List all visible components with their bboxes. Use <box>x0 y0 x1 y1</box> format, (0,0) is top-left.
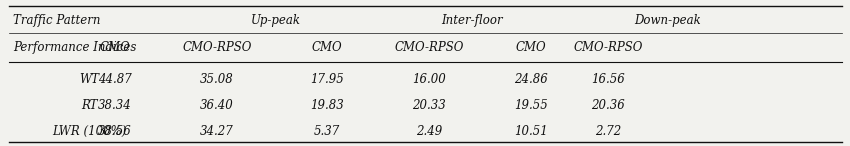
Text: 19.83: 19.83 <box>310 99 344 112</box>
Text: CMO-RPSO: CMO-RPSO <box>573 41 643 54</box>
Text: CMO: CMO <box>516 41 547 54</box>
Text: 35.08: 35.08 <box>200 73 234 86</box>
Text: 2.72: 2.72 <box>595 125 620 138</box>
Text: 20.33: 20.33 <box>412 99 446 112</box>
Text: Down-peak: Down-peak <box>634 14 700 27</box>
Text: 16.00: 16.00 <box>412 73 446 86</box>
Text: 20.36: 20.36 <box>591 99 625 112</box>
Text: 19.55: 19.55 <box>514 99 548 112</box>
Text: LWR (100%): LWR (100%) <box>52 125 127 138</box>
Text: Up-peak: Up-peak <box>252 14 301 27</box>
Text: 38.56: 38.56 <box>98 125 132 138</box>
Text: CMO: CMO <box>312 41 343 54</box>
Text: 17.95: 17.95 <box>310 73 344 86</box>
Text: Performance Indices: Performance Indices <box>13 41 136 54</box>
Text: 24.86: 24.86 <box>514 73 548 86</box>
Text: RT: RT <box>81 99 98 112</box>
Text: 2.49: 2.49 <box>416 125 442 138</box>
Text: 36.40: 36.40 <box>200 99 234 112</box>
Text: WT: WT <box>79 73 99 86</box>
Text: 10.51: 10.51 <box>514 125 548 138</box>
Text: 34.27: 34.27 <box>200 125 234 138</box>
Text: CMO-RPSO: CMO-RPSO <box>182 41 252 54</box>
Text: CMO: CMO <box>99 41 130 54</box>
Text: 16.56: 16.56 <box>591 73 625 86</box>
Text: CMO-RPSO: CMO-RPSO <box>394 41 464 54</box>
Text: 44.87: 44.87 <box>98 73 132 86</box>
Text: Inter-floor: Inter-floor <box>441 14 502 27</box>
Text: 38.34: 38.34 <box>98 99 132 112</box>
Text: 5.37: 5.37 <box>314 125 340 138</box>
Text: Traffic Pattern: Traffic Pattern <box>13 14 100 27</box>
